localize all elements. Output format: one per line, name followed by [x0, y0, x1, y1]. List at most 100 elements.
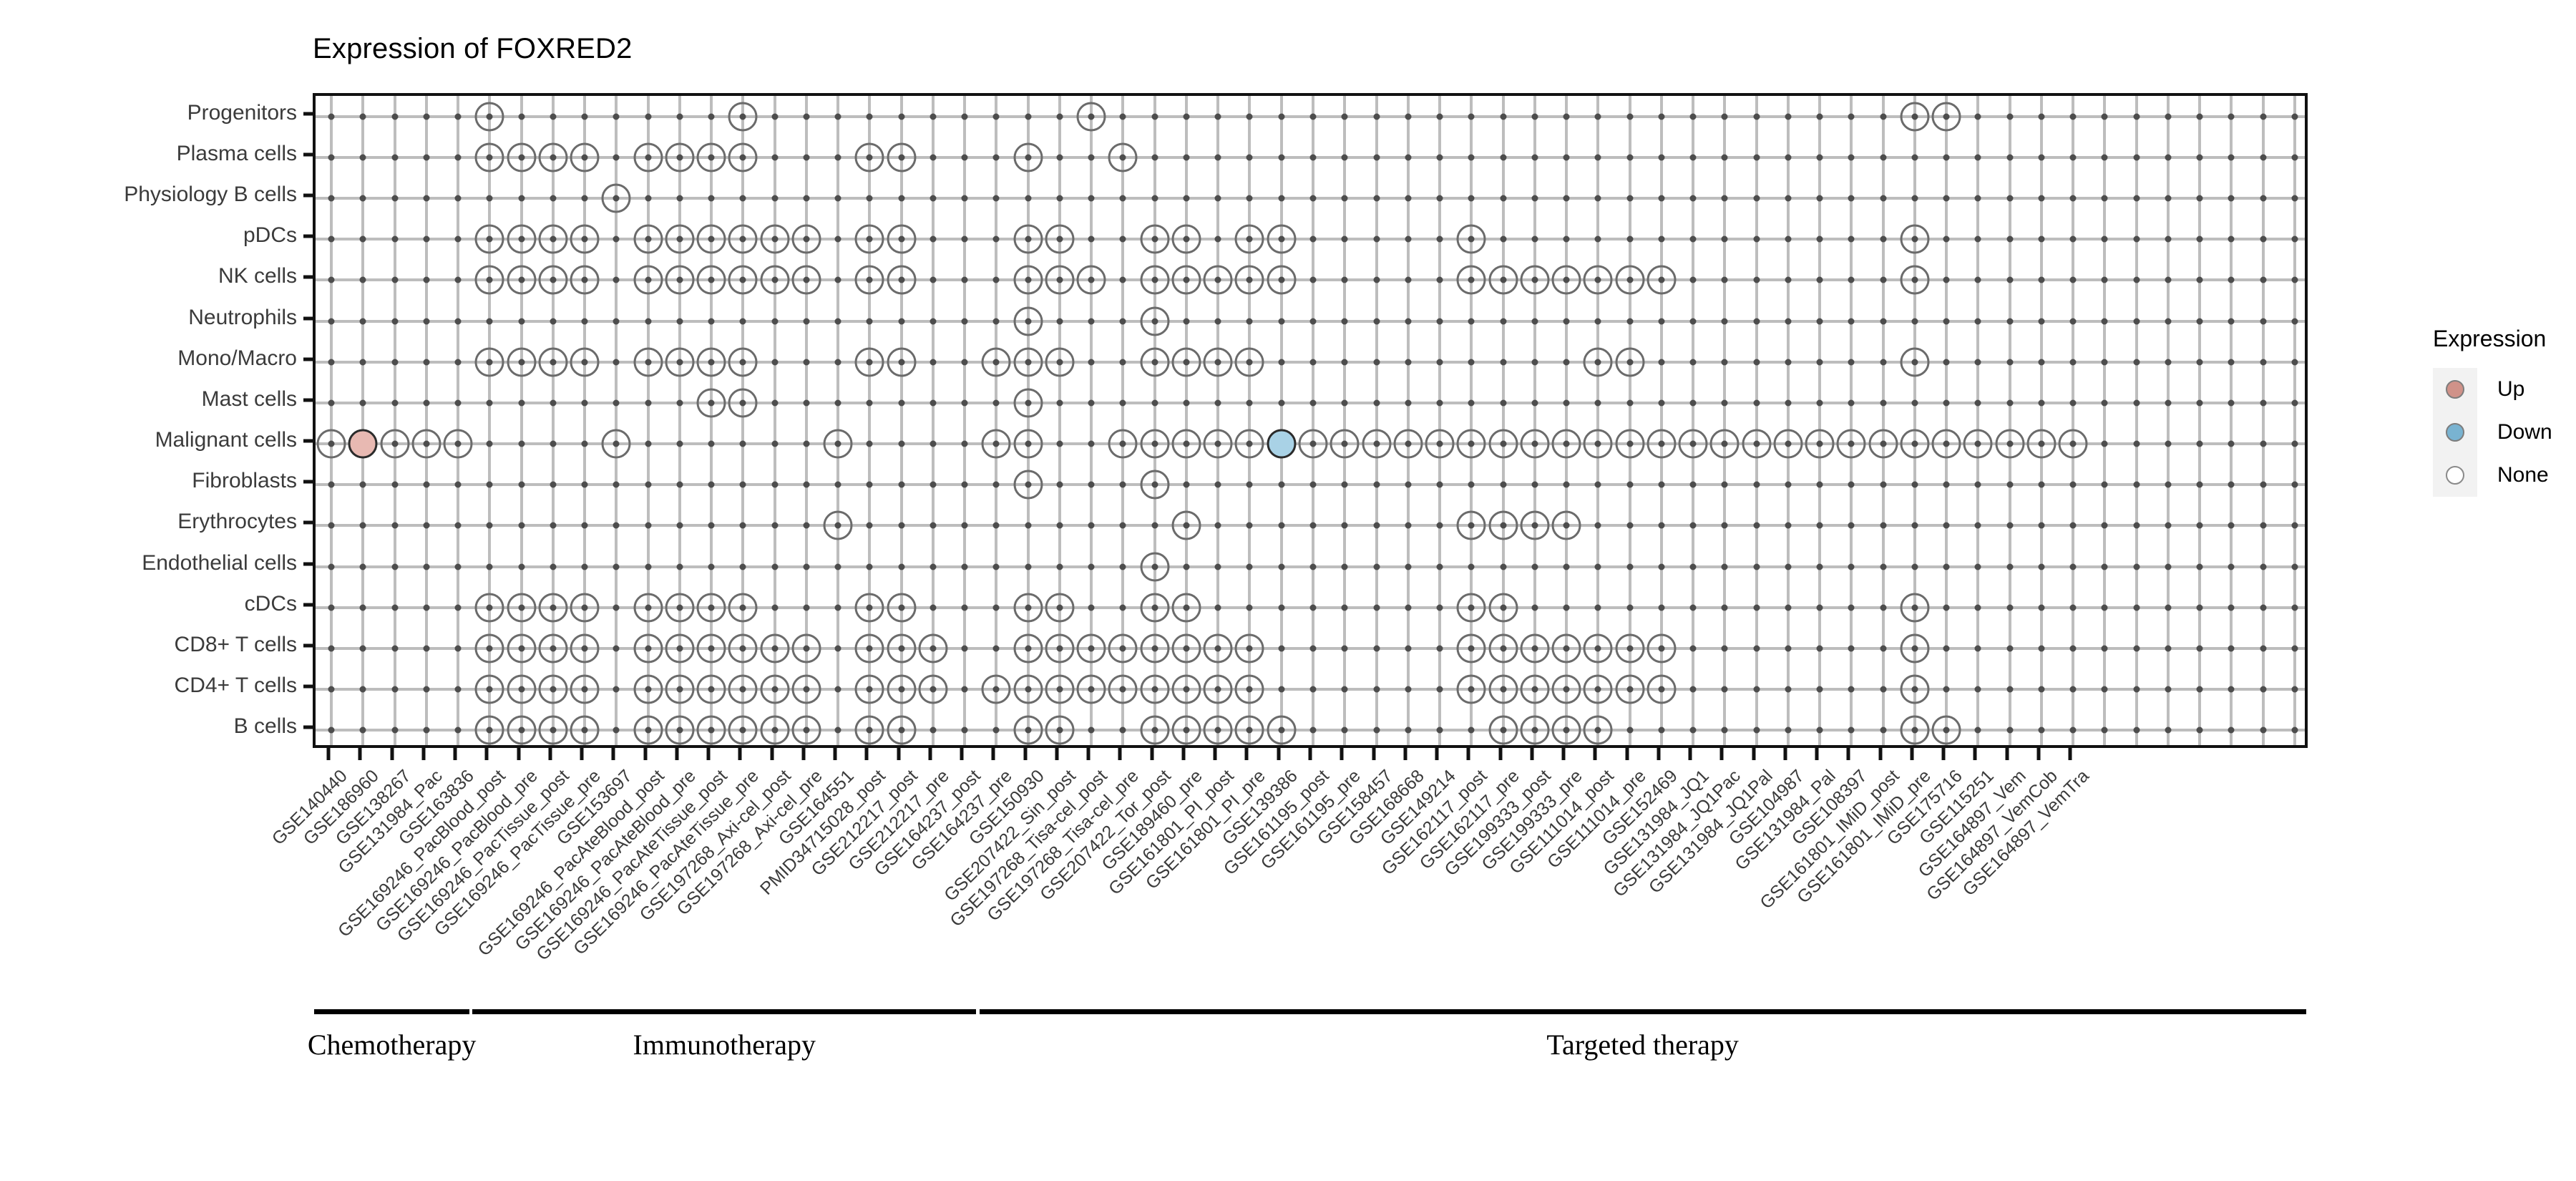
data-point[interactable] [1646, 265, 1677, 295]
data-point[interactable] [823, 429, 853, 459]
data-point[interactable] [1520, 633, 1550, 664]
data-point[interactable] [570, 224, 600, 254]
data-point[interactable] [1013, 224, 1043, 254]
data-point[interactable] [601, 183, 631, 213]
data-point[interactable] [1013, 347, 1043, 377]
data-point[interactable] [507, 224, 537, 254]
data-point[interactable] [1171, 429, 1201, 459]
data-point[interactable] [507, 142, 537, 172]
data-point[interactable] [696, 142, 726, 172]
data-point[interactable] [1108, 633, 1138, 664]
data-point[interactable] [728, 388, 758, 418]
data-point[interactable] [1456, 510, 1486, 540]
data-point[interactable] [854, 674, 884, 704]
data-point[interactable] [1900, 715, 1930, 745]
data-point[interactable] [728, 674, 758, 704]
data-point[interactable] [1456, 265, 1486, 295]
data-point[interactable] [696, 593, 726, 623]
data-point[interactable] [1456, 593, 1486, 623]
data-point[interactable] [1203, 347, 1233, 377]
data-point[interactable] [665, 674, 695, 704]
data-point[interactable] [887, 715, 917, 745]
data-point[interactable] [665, 224, 695, 254]
data-point[interactable] [1140, 674, 1170, 704]
data-point[interactable] [507, 593, 537, 623]
data-point[interactable] [1900, 633, 1930, 664]
data-point[interactable] [887, 142, 917, 172]
data-point[interactable] [791, 715, 821, 745]
data-point[interactable] [538, 224, 568, 254]
data-point[interactable] [570, 715, 600, 745]
data-point[interactable] [1140, 224, 1170, 254]
data-point[interactable] [696, 347, 726, 377]
data-point[interactable] [791, 265, 821, 295]
data-point[interactable] [1520, 715, 1550, 745]
data-point[interactable] [1013, 470, 1043, 500]
data-point[interactable] [887, 593, 917, 623]
data-point[interactable] [1520, 674, 1550, 704]
data-point[interactable] [1234, 715, 1264, 745]
data-point[interactable] [507, 265, 537, 295]
data-point[interactable] [570, 142, 600, 172]
data-point[interactable] [633, 593, 663, 623]
data-point[interactable] [696, 715, 726, 745]
data-point[interactable] [538, 633, 568, 664]
data-point[interactable] [823, 510, 853, 540]
data-point[interactable] [728, 715, 758, 745]
data-point[interactable] [1551, 715, 1581, 745]
data-point[interactable] [854, 224, 884, 254]
data-point[interactable] [1488, 265, 1518, 295]
data-point[interactable] [633, 142, 663, 172]
data-point[interactable] [1013, 593, 1043, 623]
data-point[interactable] [1108, 674, 1138, 704]
data-point[interactable] [728, 347, 758, 377]
data-point[interactable] [696, 224, 726, 254]
data-point[interactable] [1076, 265, 1106, 295]
data-point[interactable] [474, 142, 504, 172]
data-point[interactable] [538, 265, 568, 295]
data-point[interactable] [1615, 347, 1645, 377]
data-point[interactable] [1045, 347, 1075, 377]
data-point[interactable] [1045, 715, 1075, 745]
data-point[interactable] [633, 715, 663, 745]
data-point[interactable] [887, 224, 917, 254]
data-point[interactable] [1013, 674, 1043, 704]
data-point[interactable] [1488, 715, 1518, 745]
data-point[interactable] [1140, 265, 1170, 295]
data-point[interactable] [791, 224, 821, 254]
data-point[interactable] [443, 429, 473, 459]
data-point[interactable] [1203, 674, 1233, 704]
data-point[interactable] [1583, 633, 1613, 664]
data-point[interactable] [1900, 674, 1930, 704]
data-point[interactable] [854, 347, 884, 377]
data-point[interactable] [760, 633, 790, 664]
data-point[interactable] [1583, 265, 1613, 295]
data-point[interactable] [601, 429, 631, 459]
data-point[interactable] [1488, 510, 1518, 540]
data-point[interactable] [1931, 102, 1961, 132]
data-point[interactable] [1456, 224, 1486, 254]
data-point[interactable] [1171, 715, 1201, 745]
data-point[interactable] [1140, 306, 1170, 336]
data-point[interactable] [1456, 674, 1486, 704]
data-point[interactable] [665, 633, 695, 664]
data-point[interactable] [728, 102, 758, 132]
data-point[interactable] [887, 347, 917, 377]
data-point[interactable] [1551, 674, 1581, 704]
data-point[interactable] [570, 593, 600, 623]
data-point[interactable] [1393, 429, 1423, 459]
data-point[interactable] [538, 142, 568, 172]
data-point[interactable] [1836, 429, 1866, 459]
data-point[interactable] [1583, 715, 1613, 745]
data-point[interactable] [760, 715, 790, 745]
data-point[interactable] [1140, 347, 1170, 377]
data-point[interactable] [633, 224, 663, 254]
data-point[interactable] [1963, 429, 1993, 459]
data-point[interactable] [474, 674, 504, 704]
data-point[interactable] [1742, 429, 1772, 459]
data-point[interactable] [1171, 224, 1201, 254]
data-point[interactable] [791, 674, 821, 704]
data-point[interactable] [1140, 593, 1170, 623]
data-point[interactable] [728, 593, 758, 623]
data-point[interactable] [1045, 674, 1075, 704]
